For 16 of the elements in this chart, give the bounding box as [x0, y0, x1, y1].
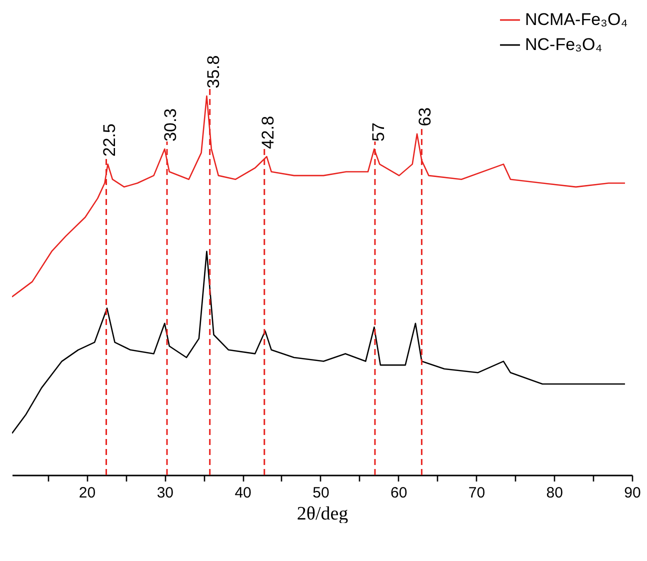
ref-line-label: 22.5: [100, 124, 120, 157]
legend-label: NC-Fe₃O₄: [525, 35, 602, 54]
ref-line-label: 35.8: [204, 55, 223, 88]
x-tick-label: 40: [234, 484, 252, 502]
ref-line-label: 42.8: [258, 116, 278, 150]
x-tick-label: 20: [78, 484, 96, 502]
ref-line-label: 57: [368, 122, 388, 142]
x-tick-label: 90: [624, 484, 641, 502]
x-tick-label: 60: [390, 484, 408, 502]
legend-label: NCMA-Fe₃O₄: [525, 10, 628, 29]
x-tick-label: 50: [312, 484, 330, 502]
x-tick-label: 80: [546, 484, 563, 502]
x-tick-label: 30: [156, 484, 174, 502]
ref-line-label: 30.3: [161, 108, 180, 142]
x-tick-label: 70: [468, 484, 486, 502]
ref-line-label: 63: [416, 107, 435, 126]
